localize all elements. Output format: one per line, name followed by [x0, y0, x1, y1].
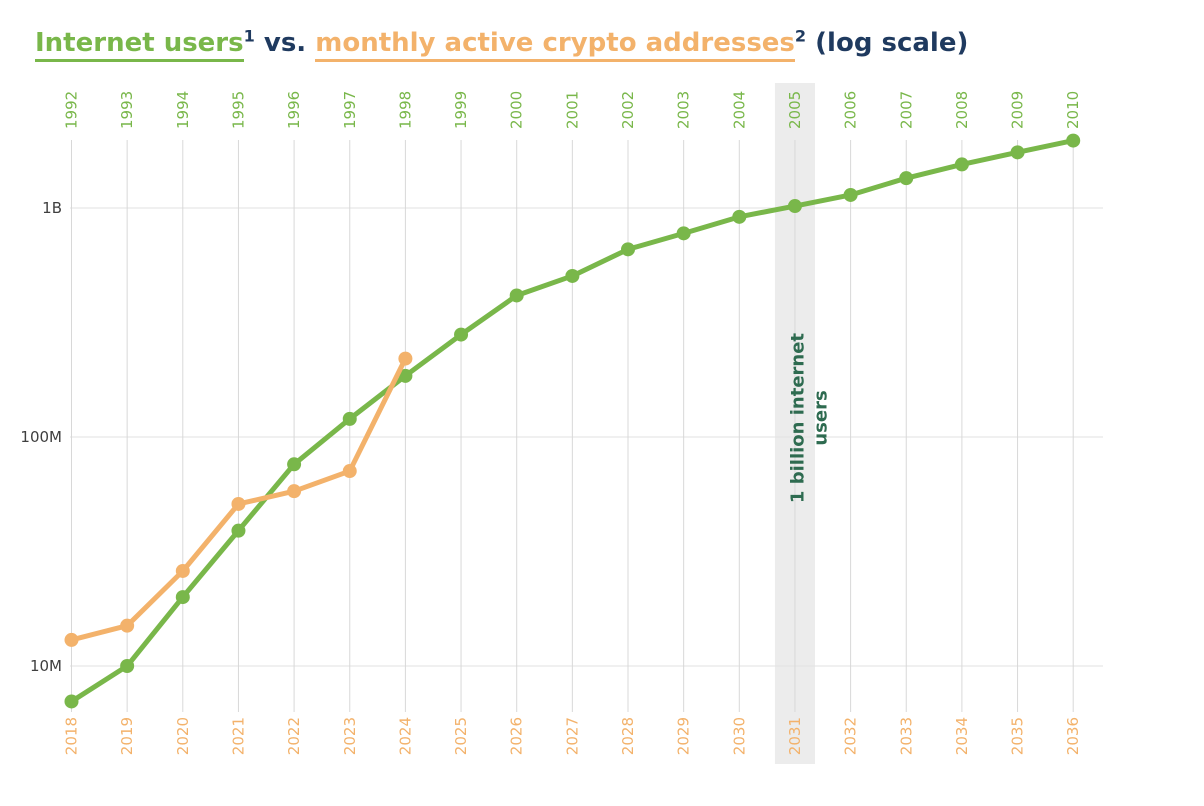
- y-axis-tick-label: 100M: [20, 428, 62, 446]
- bottom-axis-year-label: 2025: [452, 717, 470, 755]
- internet-users-point: [565, 268, 580, 283]
- y-axis-tick-label: 10M: [30, 657, 62, 675]
- internet-users-point: [398, 368, 413, 383]
- internet-users-point: [843, 187, 858, 202]
- bottom-axis-year-label: 2029: [675, 717, 693, 755]
- bottom-axis-year-label: 2020: [174, 717, 192, 755]
- one-billion-users-annotation: 1 billion internet users: [787, 332, 832, 504]
- internet-users-point: [342, 411, 357, 426]
- top-axis-year-label: 2008: [953, 91, 971, 129]
- bottom-axis-year-label: 2022: [285, 717, 303, 755]
- top-axis-year-label: 1995: [229, 91, 247, 129]
- top-axis-year-label: 1998: [396, 91, 414, 129]
- internet-users-point: [621, 242, 635, 257]
- title-vs-text: vs.: [254, 28, 316, 58]
- bottom-axis-year-label: 2024: [396, 717, 414, 755]
- bottom-axis-year-label: 2023: [341, 717, 359, 755]
- internet-users-point: [120, 659, 135, 673]
- internet-users-point: [64, 694, 79, 709]
- top-axis-year-label: 2005: [786, 91, 804, 129]
- internet-users-point: [1010, 145, 1025, 160]
- top-axis-year-label: 2004: [730, 91, 748, 129]
- internet-users-point: [676, 226, 691, 241]
- top-axis-year-label: 1992: [63, 91, 81, 129]
- bottom-axis-year-label: 2028: [619, 717, 637, 755]
- internet-users-point: [175, 590, 190, 605]
- y-axis-tick-label: 1B: [42, 199, 62, 217]
- top-axis-year-label: 2007: [897, 91, 915, 129]
- top-axis-year-label: 2002: [619, 91, 637, 129]
- bottom-axis-year-label: 2026: [508, 717, 526, 755]
- top-axis-year-label: 2010: [1064, 91, 1082, 129]
- top-axis-year-label: 2000: [508, 91, 526, 129]
- crypto-addresses-point: [231, 496, 246, 511]
- top-axis-year-label: 1994: [174, 91, 192, 129]
- internet-users-point: [454, 327, 469, 342]
- top-axis-year-label: 1993: [118, 91, 136, 129]
- title-footnote-1-marker: 1: [243, 26, 255, 46]
- internet-users-point: [1066, 133, 1081, 148]
- chart-title: Internet users1 vs. monthly active crypt…: [35, 26, 969, 62]
- top-axis-year-label: 2009: [1009, 91, 1027, 129]
- bottom-axis-year-label: 2032: [842, 717, 860, 755]
- bottom-axis-year-label: 2035: [1009, 717, 1027, 755]
- title-log-scale-text: (log scale): [806, 28, 969, 58]
- internet-users-point: [954, 157, 969, 172]
- top-axis-year-label: 2003: [675, 91, 693, 129]
- bottom-axis-year-label: 2034: [953, 717, 971, 755]
- top-axis-year-label: 1996: [285, 91, 303, 129]
- crypto-addresses-point: [120, 618, 135, 633]
- internet-users-point: [231, 523, 246, 538]
- internet-users-point: [509, 288, 524, 303]
- crypto-addresses-point: [175, 563, 190, 578]
- title-internet-users: Internet users: [35, 28, 244, 62]
- top-axis-year-label: 1997: [341, 91, 359, 129]
- title-crypto-addresses: monthly active crypto addresses: [315, 28, 795, 62]
- title-footnote-2-marker: 2: [794, 26, 807, 46]
- crypto-addresses-point: [398, 351, 413, 366]
- bottom-axis-year-label: 2031: [786, 717, 804, 755]
- top-axis-year-label: 2001: [563, 91, 581, 129]
- bottom-axis-year-label: 2018: [63, 717, 81, 755]
- internet-users-point: [787, 199, 802, 214]
- top-axis-year-label: 2006: [842, 91, 860, 129]
- bottom-axis-year-label: 2027: [563, 717, 581, 755]
- internet-users-point: [732, 209, 747, 224]
- internet-users-point: [287, 457, 302, 472]
- crypto-addresses-point: [287, 484, 302, 499]
- bottom-axis-year-label: 2030: [730, 717, 748, 755]
- crypto-addresses-point: [64, 632, 79, 647]
- crypto-addresses-point: [342, 464, 357, 479]
- internet-users-point: [899, 171, 914, 186]
- bottom-axis-year-label: 2021: [229, 717, 247, 755]
- top-axis-year-label: 1999: [452, 91, 470, 129]
- bottom-axis-year-label: 2036: [1064, 717, 1082, 755]
- bottom-axis-year-label: 2033: [897, 717, 915, 755]
- bottom-axis-year-label: 2019: [118, 717, 136, 755]
